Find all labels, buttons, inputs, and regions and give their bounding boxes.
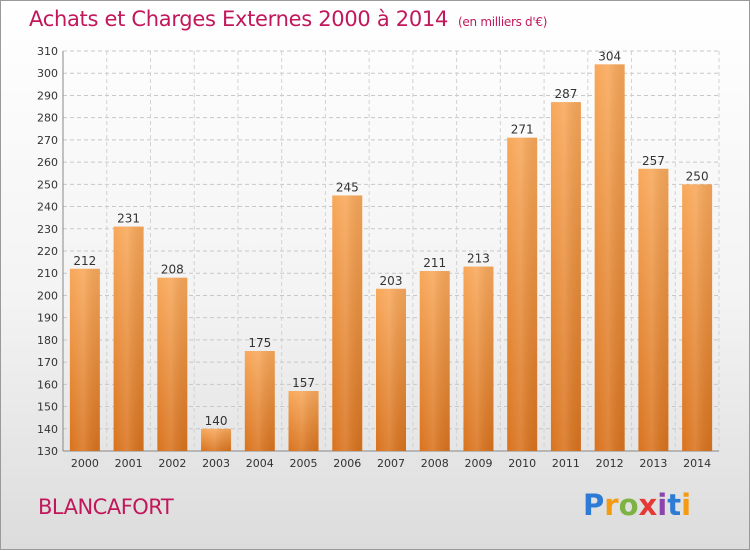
bar-shine: [682, 184, 713, 452]
bar-shine: [332, 195, 363, 451]
bar-shine: [463, 266, 494, 451]
logo-letter: i: [657, 488, 668, 522]
x-tick-label: 2014: [683, 457, 711, 470]
value-label: 157: [292, 376, 315, 390]
y-tick-label: 230: [37, 223, 58, 236]
y-tick-label: 180: [37, 334, 58, 347]
x-tick-label: 2010: [508, 457, 536, 470]
y-tick-label: 160: [37, 378, 58, 391]
y-tick-label: 140: [37, 423, 58, 436]
bar-shine: [69, 268, 100, 451]
value-label: 304: [598, 49, 621, 63]
chart-subtitle: (en milliers d'€): [458, 15, 548, 29]
logo-letter: x: [638, 488, 658, 522]
logo-letter: i: [681, 488, 692, 522]
value-label: 208: [161, 263, 184, 277]
x-tick-label: 2012: [596, 457, 624, 470]
value-label: 203: [380, 274, 403, 288]
value-label: 211: [423, 256, 446, 270]
y-tick-label: 170: [37, 356, 58, 369]
y-tick-label: 270: [37, 134, 58, 147]
x-tick-label: 2002: [158, 457, 186, 470]
x-tick-label: 2013: [639, 457, 667, 470]
y-tick-label: 150: [37, 401, 58, 414]
logo-letter: o: [618, 488, 639, 522]
y-tick-label: 220: [37, 245, 58, 258]
x-tick-label: 2011: [552, 457, 580, 470]
value-label: 212: [73, 254, 96, 268]
y-tick-label: 290: [37, 89, 58, 102]
value-label: 250: [686, 169, 709, 183]
title-text: Achats et Charges Externes 2000 à 2014: [29, 7, 449, 31]
bar-shine: [594, 64, 625, 452]
bar-shine: [288, 391, 319, 451]
x-tick-label: 2004: [246, 457, 274, 470]
logo-letter: P: [583, 488, 605, 522]
value-label: 213: [467, 252, 490, 266]
bar-shine: [419, 271, 450, 451]
y-tick-label: 210: [37, 267, 58, 280]
bar-shine: [376, 288, 406, 451]
y-tick-label: 190: [37, 312, 58, 325]
value-label: 231: [117, 212, 140, 226]
y-tick-label: 300: [37, 67, 58, 80]
y-tick-label: 240: [37, 201, 58, 214]
x-tick-label: 2005: [290, 457, 318, 470]
proxiti-logo: Proxiti: [583, 488, 691, 522]
chart-title: Achats et Charges Externes 2000 à 2014 (e…: [29, 7, 547, 31]
bars: [69, 64, 713, 452]
logo-letter: r: [604, 488, 619, 522]
logo-letter: t: [667, 488, 682, 522]
bar-shine: [638, 168, 669, 451]
x-tick-label: 2000: [71, 457, 99, 470]
y-tick-label: 130: [37, 445, 58, 458]
axis-ticks: 1301401501601701801902002102202302402502…: [37, 45, 711, 470]
value-label: 287: [554, 87, 577, 101]
y-tick-label: 260: [37, 156, 58, 169]
x-tick-label: 2009: [464, 457, 492, 470]
x-tick-label: 2003: [202, 457, 230, 470]
y-tick-label: 250: [37, 178, 58, 191]
value-labels: 212 231 208 140 175 157 245 203 211 213 271 287 304 2…: [73, 49, 708, 427]
x-tick-label: 2006: [333, 457, 361, 470]
bar-shine: [113, 226, 144, 451]
y-tick-label: 310: [37, 45, 58, 58]
bar-shine: [244, 351, 275, 451]
x-tick-label: 2008: [421, 457, 449, 470]
value-label: 175: [248, 336, 271, 350]
bar-shine: [507, 137, 538, 451]
value-label: 140: [205, 414, 228, 428]
bar-shine: [550, 102, 581, 451]
bar-shine: [157, 277, 188, 451]
value-label: 257: [642, 154, 665, 168]
x-tick-label: 2007: [377, 457, 405, 470]
commune-name: BLANCAFORT: [38, 495, 174, 519]
value-label: 271: [511, 123, 534, 137]
value-label: 245: [336, 180, 359, 194]
bar-shine: [201, 428, 232, 451]
y-tick-label: 280: [37, 112, 58, 125]
y-tick-label: 200: [37, 289, 58, 302]
x-tick-label: 2001: [115, 457, 143, 470]
